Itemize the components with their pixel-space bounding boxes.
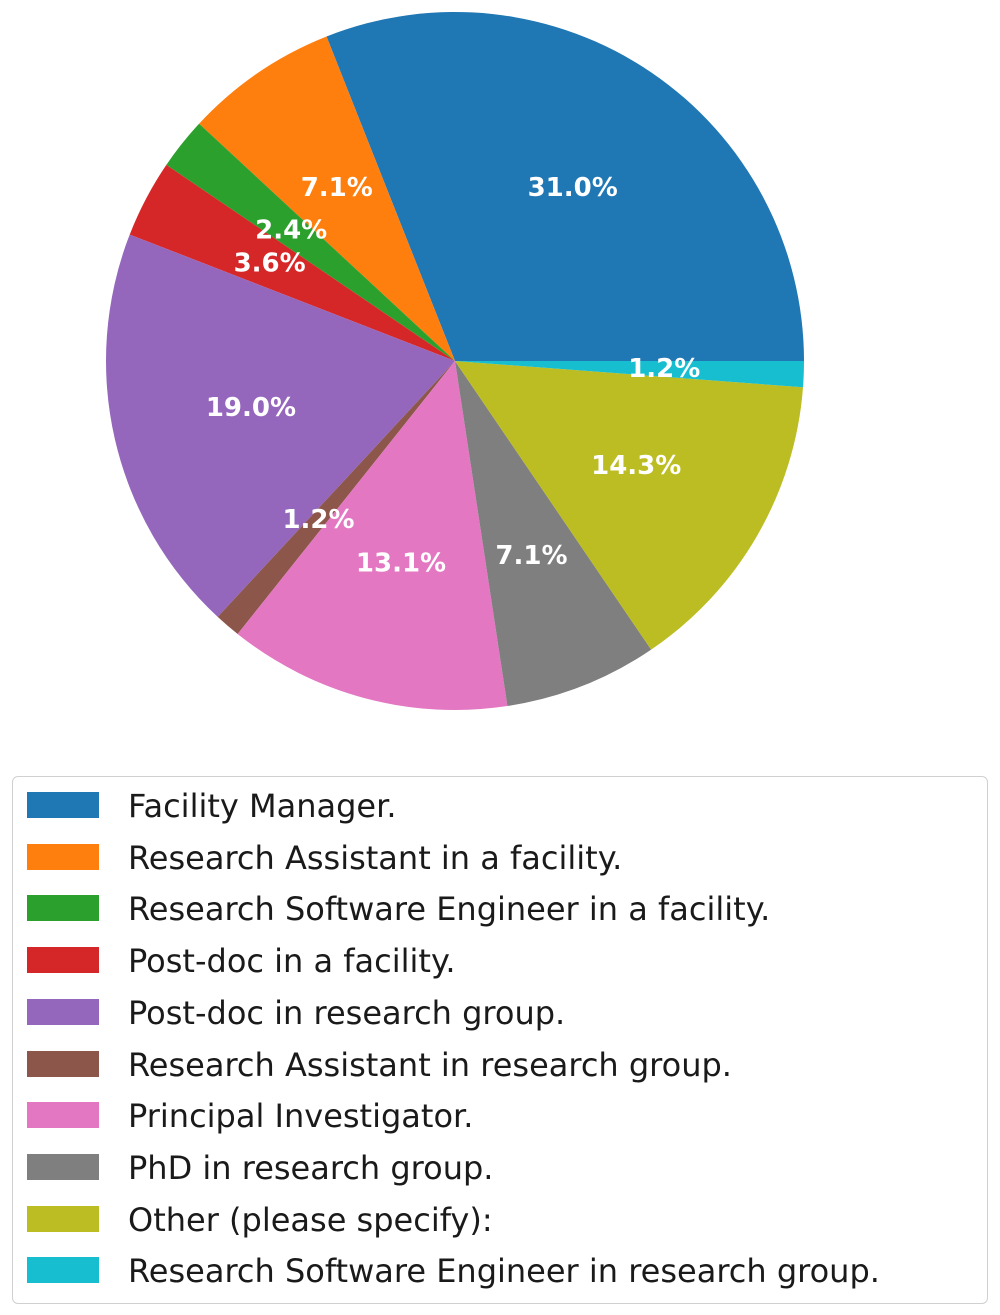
legend-swatch: [27, 1153, 99, 1180]
pie-slice: [217, 361, 455, 635]
slice-percent-label: 7.1%: [301, 173, 373, 203]
legend-swatch: [27, 792, 99, 818]
legend-swatch: [27, 1102, 99, 1129]
pie-slices: [106, 11, 804, 710]
slice-percent-label: 1.2%: [628, 354, 700, 384]
pie-slice: [199, 36, 455, 362]
legend-swatch: [27, 1205, 99, 1232]
slice-percent-label: 7.1%: [495, 541, 567, 571]
legend-item: Post-doc in research group.: [13, 993, 983, 1033]
legend-item: Other (please specify):: [13, 1200, 983, 1240]
legend-label: Post-doc in a facility.: [128, 942, 456, 981]
legend-label: PhD in research group.: [128, 1148, 494, 1187]
slice-percent-label: 3.6%: [234, 249, 306, 279]
slice-percent-label: 14.3%: [591, 451, 681, 481]
slice-percent-label: 31.0%: [528, 173, 618, 203]
legend-item: Principal Investigator.: [13, 1096, 983, 1136]
slice-percent-label: 1.2%: [282, 505, 354, 535]
legend-swatch: [27, 843, 99, 870]
pie-slice: [129, 164, 455, 361]
pie-slice-labels: 31.0%7.1%2.4%3.6%19.0%1.2%13.1% 7.1%14.3%…: [206, 173, 700, 579]
legend-item: Research Assistant in research group.: [13, 1045, 983, 1085]
legend-label: Research Software Engineer in research g…: [128, 1252, 880, 1291]
legend-label: Research Software Engineer in a facility…: [128, 890, 771, 929]
slice-percent-label: 19.0%: [206, 393, 296, 423]
pie-chart: 31.0%7.1%2.4%3.6%19.0%1.2%13.1% 7.1%14.3%…: [106, 11, 804, 710]
legend-label: Facility Manager.: [128, 787, 397, 825]
legend: Facility Manager. Research Assistant in a…: [12, 776, 988, 1304]
slice-percent-label: 13.1%: [356, 548, 446, 578]
legend-label: Research Assistant in a facility.: [128, 838, 623, 877]
legend-swatch: [27, 895, 99, 922]
pie-slice: [106, 234, 456, 617]
legend-swatch: [27, 1257, 99, 1284]
legend-item: Research Software Engineer in a facility…: [13, 889, 983, 929]
legend-label: Research Assistant in research group.: [128, 1045, 732, 1084]
slice-percent-label: 2.4%: [255, 216, 327, 246]
legend-swatch: [27, 998, 99, 1025]
pie-slice: [166, 123, 455, 361]
pie-slice: [455, 361, 804, 388]
legend-swatch: [27, 1050, 99, 1077]
legend-item: Research Assistant in a facility.: [13, 838, 983, 878]
legend-item: Research Software Engineer in research g…: [13, 1251, 983, 1291]
legend-label: Principal Investigator.: [128, 1097, 474, 1136]
legend-label: Post-doc in research group.: [128, 993, 566, 1032]
pie-slice: [326, 11, 804, 362]
legend-label: Other (please specify):: [128, 1200, 493, 1239]
pie-slice: [237, 361, 508, 710]
pie-slice: [455, 361, 804, 650]
legend-item: Facility Manager.: [13, 786, 983, 826]
pie-slice: [455, 361, 652, 707]
legend-item: Post-doc in a facility.: [13, 941, 983, 981]
legend-swatch: [27, 947, 99, 974]
legend-item: PhD in research group.: [13, 1148, 983, 1188]
